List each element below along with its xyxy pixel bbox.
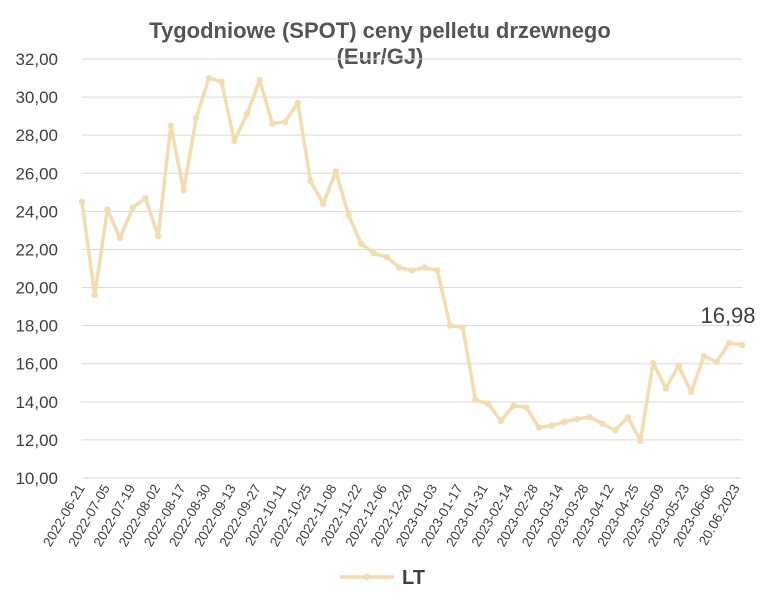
y-tick-label: 18,00 bbox=[15, 317, 58, 336]
data-point bbox=[738, 341, 746, 349]
data-point bbox=[91, 291, 98, 299]
data-point bbox=[523, 404, 530, 411]
data-point bbox=[205, 74, 213, 82]
data-point bbox=[231, 137, 238, 145]
data-point bbox=[446, 322, 454, 329]
data-point bbox=[193, 114, 200, 122]
legend: LT bbox=[340, 567, 425, 589]
data-point bbox=[370, 250, 378, 257]
data-point bbox=[434, 267, 441, 274]
data-point bbox=[561, 418, 568, 426]
x-axis-ticks: 2022-06-212022-07-052022-07-192022-08-02… bbox=[40, 481, 743, 549]
y-tick-label: 30,00 bbox=[15, 88, 58, 107]
chart-title: Tygodniowe (SPOT) ceny pelletu drzewnego bbox=[149, 18, 611, 43]
data-point bbox=[345, 211, 352, 219]
data-point bbox=[332, 168, 340, 175]
data-point bbox=[649, 359, 657, 366]
legend-marker bbox=[363, 573, 371, 581]
y-tick-label: 24,00 bbox=[15, 202, 58, 221]
data-point bbox=[459, 324, 466, 331]
data-point bbox=[675, 362, 682, 369]
data-point bbox=[548, 422, 555, 429]
y-tick-label: 10,00 bbox=[15, 469, 58, 488]
chart-subtitle: (Eur/GJ) bbox=[336, 44, 424, 69]
y-tick-label: 12,00 bbox=[15, 431, 58, 450]
data-point bbox=[497, 417, 505, 425]
last-value-label: 16,98 bbox=[700, 303, 755, 328]
series-points bbox=[78, 74, 746, 445]
data-point bbox=[256, 76, 263, 84]
data-point bbox=[535, 424, 543, 431]
y-tick-label: 20,00 bbox=[15, 279, 58, 298]
data-point bbox=[472, 396, 479, 404]
y-tick-label: 26,00 bbox=[15, 164, 58, 183]
data-point bbox=[383, 253, 390, 261]
data-point bbox=[573, 415, 581, 423]
data-point bbox=[726, 339, 733, 346]
data-point bbox=[129, 204, 136, 211]
data-point bbox=[713, 358, 720, 366]
y-axis-ticks: 10,00 12,00 14,00 16,00 18,00 20,00 22,00 24,00… bbox=[15, 50, 58, 488]
data-point bbox=[104, 206, 111, 213]
data-point bbox=[484, 400, 492, 407]
data-point bbox=[599, 420, 606, 427]
gridlines bbox=[82, 58, 742, 479]
data-point bbox=[396, 264, 403, 271]
data-point bbox=[294, 99, 301, 107]
data-point bbox=[700, 352, 708, 360]
y-tick-label: 14,00 bbox=[15, 393, 58, 412]
data-point bbox=[154, 232, 162, 240]
data-point bbox=[218, 78, 225, 86]
data-point bbox=[358, 240, 365, 247]
data-point bbox=[142, 194, 149, 202]
data-point bbox=[688, 389, 695, 396]
data-point bbox=[637, 437, 644, 445]
data-point bbox=[408, 267, 416, 274]
data-point bbox=[243, 111, 251, 118]
y-tick-label: 22,00 bbox=[15, 240, 58, 259]
data-point bbox=[269, 120, 276, 127]
legend-label-lt: LT bbox=[402, 567, 425, 589]
data-point bbox=[180, 187, 187, 194]
data-point bbox=[586, 413, 593, 421]
data-point bbox=[116, 234, 124, 242]
data-point bbox=[281, 118, 289, 126]
data-point bbox=[319, 200, 327, 207]
data-point bbox=[510, 402, 517, 409]
series-line-lt bbox=[80, 76, 744, 443]
data-point bbox=[307, 177, 314, 185]
data-point bbox=[78, 198, 86, 206]
y-tick-label: 16,00 bbox=[15, 355, 58, 374]
y-tick-label: 32,00 bbox=[15, 50, 58, 69]
data-point bbox=[421, 264, 428, 271]
y-tick-label: 28,00 bbox=[15, 126, 58, 145]
data-point bbox=[611, 427, 619, 434]
data-point bbox=[624, 413, 631, 421]
data-point bbox=[167, 122, 175, 129]
data-point bbox=[662, 385, 670, 392]
